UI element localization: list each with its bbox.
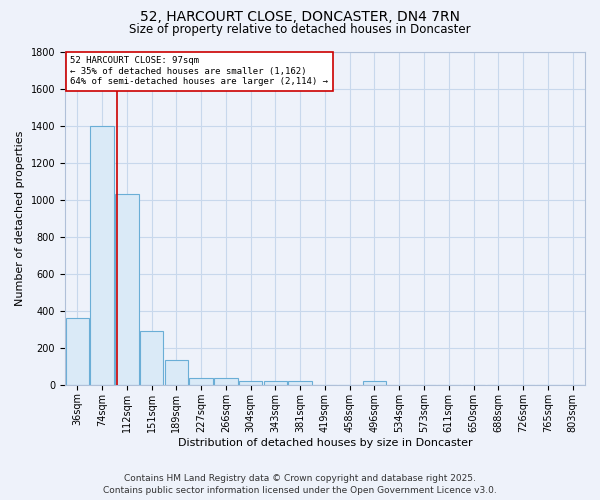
Bar: [363, 382, 386, 385]
Text: Contains HM Land Registry data © Crown copyright and database right 2025.
Contai: Contains HM Land Registry data © Crown c…: [103, 474, 497, 495]
Bar: [239, 381, 262, 385]
Bar: [214, 378, 238, 385]
Text: 52, HARCOURT CLOSE, DONCASTER, DN4 7RN: 52, HARCOURT CLOSE, DONCASTER, DN4 7RN: [140, 10, 460, 24]
Text: 52 HARCOURT CLOSE: 97sqm
← 35% of detached houses are smaller (1,162)
64% of sem: 52 HARCOURT CLOSE: 97sqm ← 35% of detach…: [70, 56, 328, 86]
Bar: [263, 382, 287, 385]
X-axis label: Distribution of detached houses by size in Doncaster: Distribution of detached houses by size …: [178, 438, 472, 448]
Bar: [115, 194, 139, 385]
Bar: [65, 318, 89, 385]
Text: Size of property relative to detached houses in Doncaster: Size of property relative to detached ho…: [129, 22, 471, 36]
Bar: [140, 331, 163, 385]
Bar: [289, 382, 312, 385]
Bar: [164, 360, 188, 385]
Bar: [90, 126, 114, 385]
Y-axis label: Number of detached properties: Number of detached properties: [15, 130, 25, 306]
Bar: [190, 378, 213, 385]
